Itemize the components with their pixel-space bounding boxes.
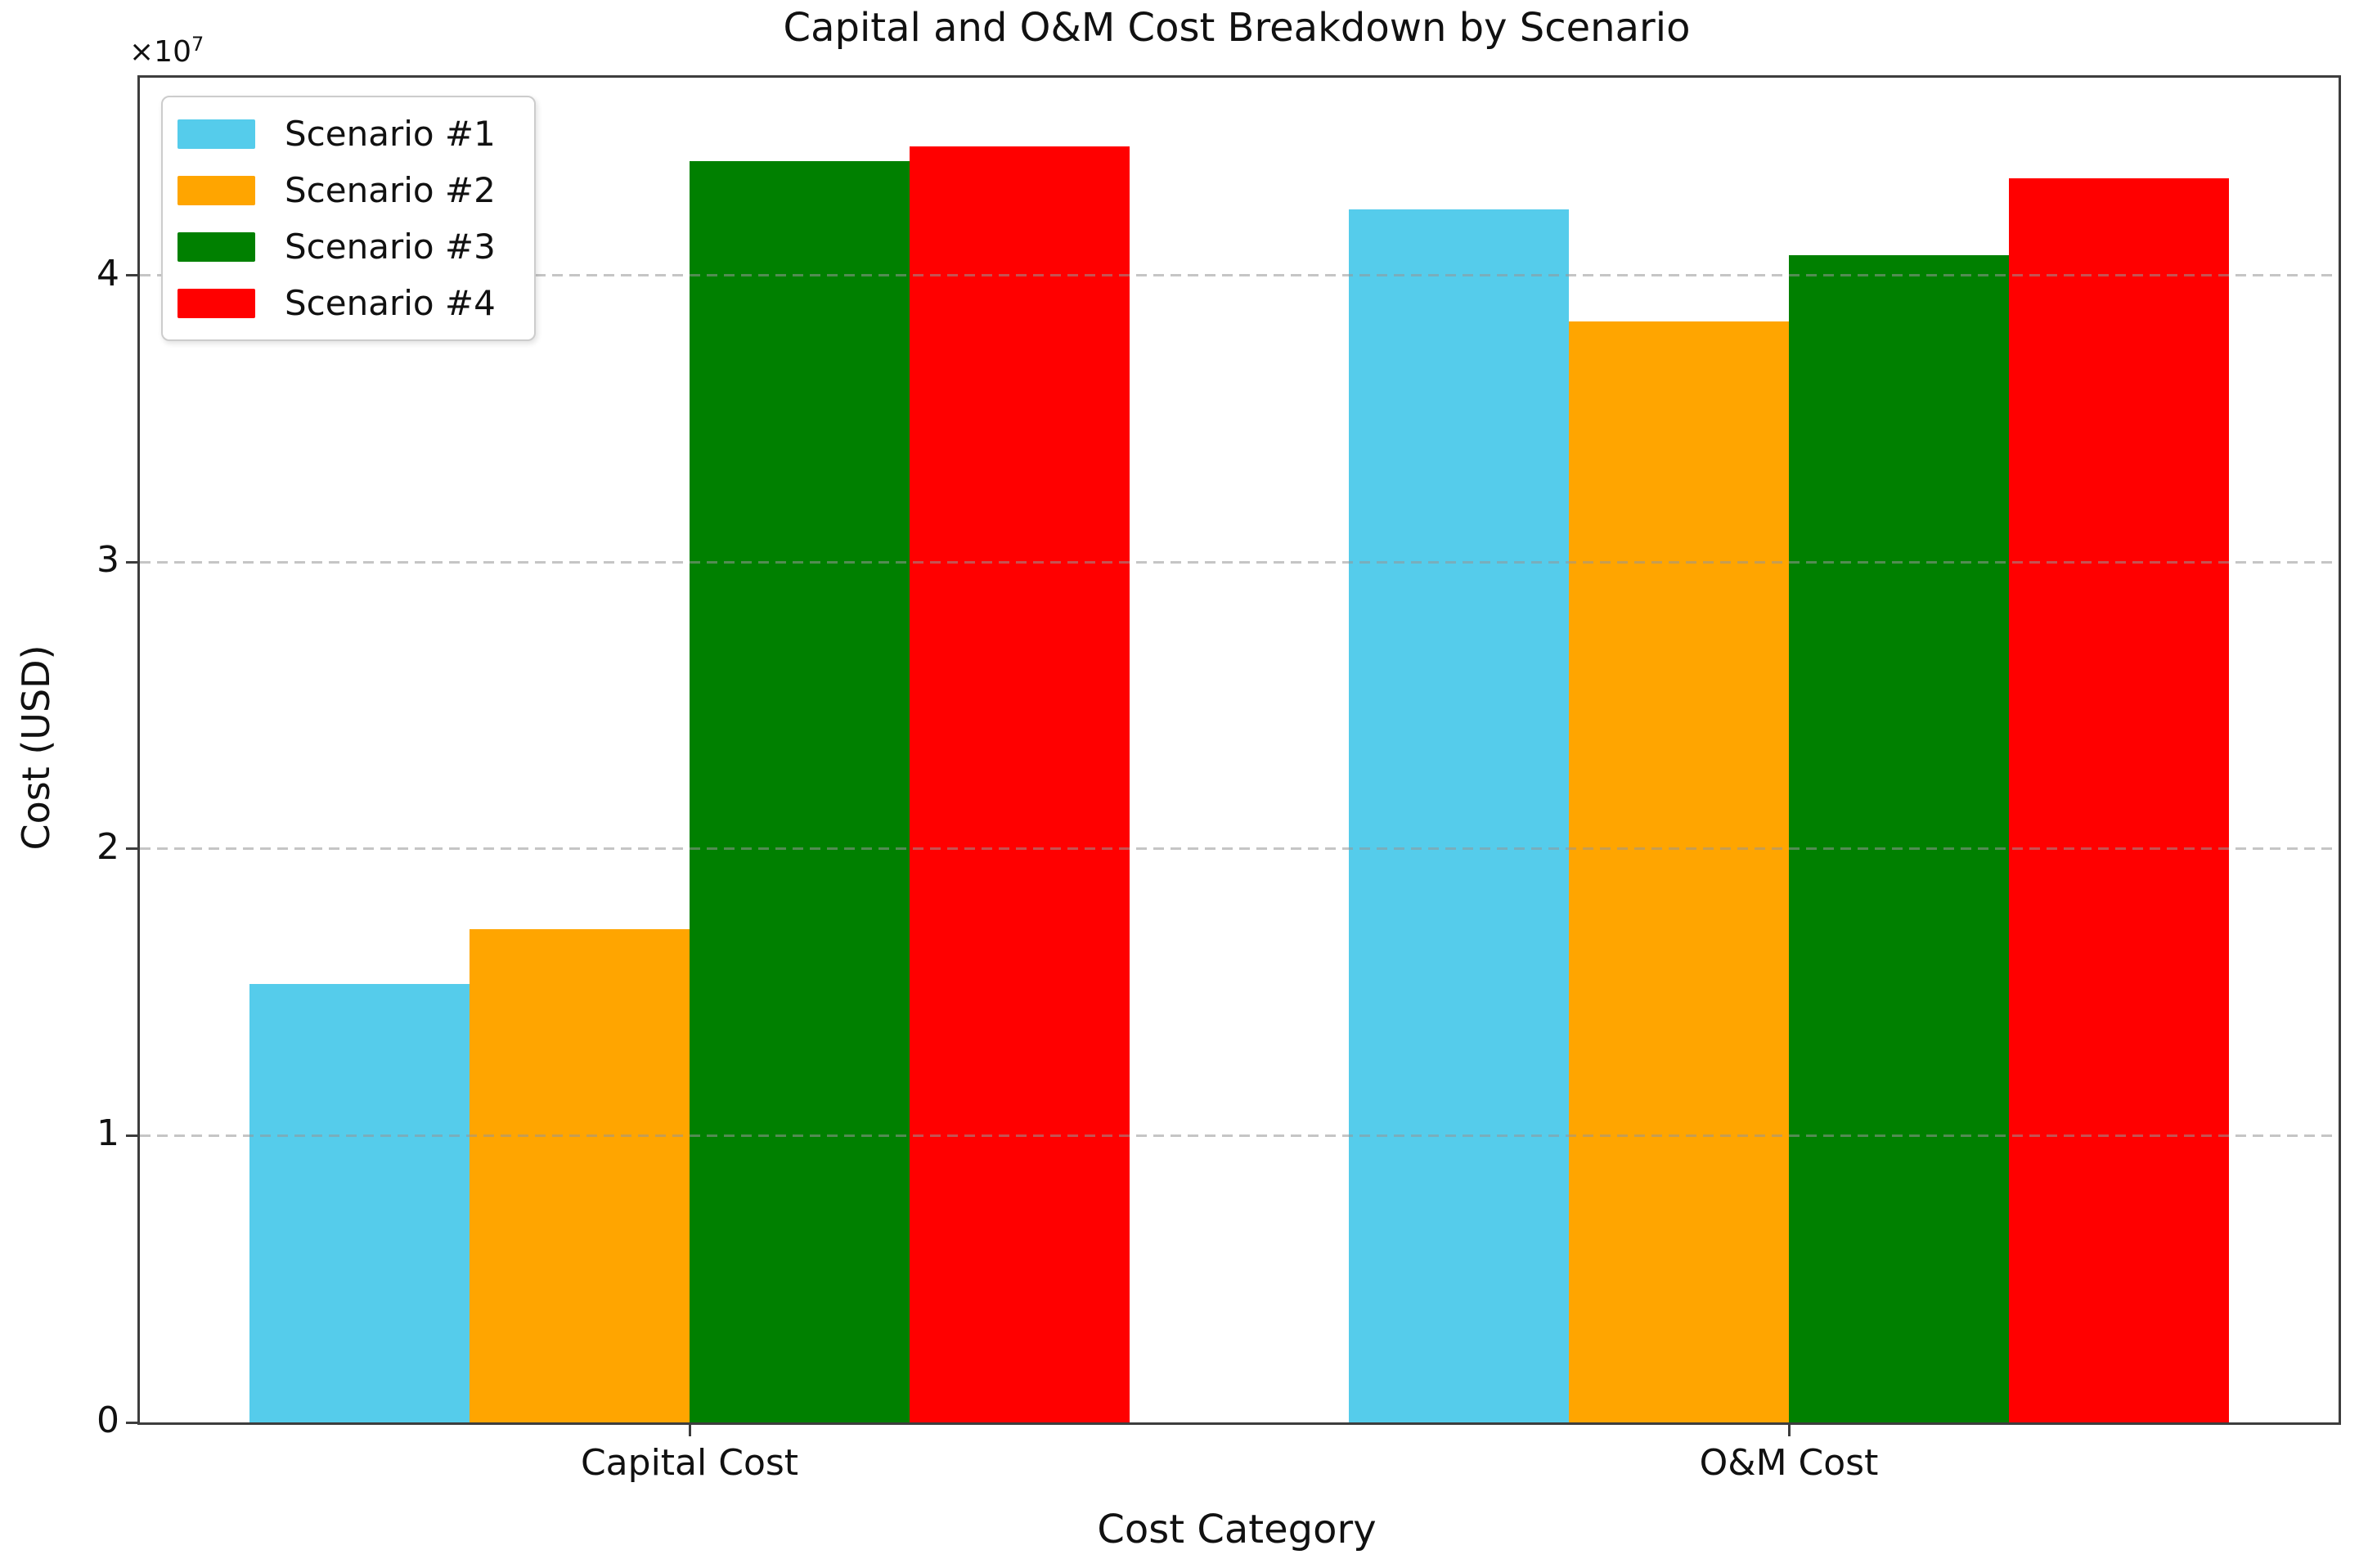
legend-item-scenario-3: Scenario #3	[177, 227, 534, 267]
legend-item-scenario-1: Scenario #1	[177, 114, 534, 154]
y-axis-offset-text: ×107	[129, 33, 204, 69]
offset-multiplier: ×10	[129, 35, 191, 69]
legend-swatch-scenario-2	[177, 175, 255, 205]
bar-capital-cost-scenario-1	[249, 983, 470, 1422]
bar-o-m-cost-scenario-3	[1789, 255, 2009, 1422]
y-tick-0	[126, 1421, 137, 1424]
legend-label-scenario-3: Scenario #3	[285, 227, 496, 267]
gridline-y-1	[140, 1134, 2339, 1137]
x-tick-o-m-cost	[1787, 1425, 1791, 1436]
legend-item-scenario-2: Scenario #2	[177, 170, 534, 210]
bar-capital-cost-scenario-4	[909, 146, 1130, 1422]
offset-exponent: 7	[191, 33, 204, 56]
y-tick-label-1: 1	[97, 1112, 119, 1155]
y-tick-label-3: 3	[97, 539, 119, 582]
plot-area: Scenario #1 Scenario #2 Scenario #3 Scenari…	[137, 75, 2341, 1425]
gridline-y-2	[140, 847, 2339, 851]
x-tick-label-o-m-cost: O&M Cost	[1699, 1442, 1879, 1484]
bar-o-m-cost-scenario-2	[1569, 321, 1789, 1422]
bar-capital-cost-scenario-3	[690, 160, 910, 1422]
legend-label-scenario-2: Scenario #2	[285, 170, 496, 210]
gridline-y-3	[140, 560, 2339, 564]
legend: Scenario #1 Scenario #2 Scenario #3 Scenari…	[161, 96, 536, 341]
bar-o-m-cost-scenario-1	[1349, 209, 1570, 1422]
bar-o-m-cost-scenario-4	[2008, 177, 2229, 1422]
legend-swatch-scenario-1	[177, 119, 255, 149]
chart-title: Capital and O&M Cost Breakdown by Scenar…	[783, 5, 1691, 51]
bar-capital-cost-scenario-2	[470, 929, 690, 1422]
legend-swatch-scenario-3	[177, 231, 255, 262]
y-tick-label-2: 2	[97, 825, 119, 868]
y-tick-2	[126, 847, 137, 851]
y-tick-3	[126, 560, 137, 564]
y-tick-label-0: 0	[97, 1400, 119, 1441]
x-axis-label: Cost Category	[1097, 1507, 1377, 1552]
x-tick-capital-cost	[688, 1425, 691, 1436]
y-tick-1	[126, 1134, 137, 1137]
y-tick-4	[126, 274, 137, 277]
legend-swatch-scenario-4	[177, 288, 255, 318]
legend-item-scenario-4: Scenario #4	[177, 283, 534, 323]
x-tick-label-capital-cost: Capital Cost	[580, 1442, 799, 1484]
gridline-y-4	[140, 274, 2339, 277]
legend-label-scenario-1: Scenario #1	[285, 114, 496, 154]
y-axis-label: Cost (USD)	[14, 645, 58, 851]
y-tick-label-4: 4	[97, 252, 119, 294]
legend-label-scenario-4: Scenario #4	[285, 283, 496, 323]
